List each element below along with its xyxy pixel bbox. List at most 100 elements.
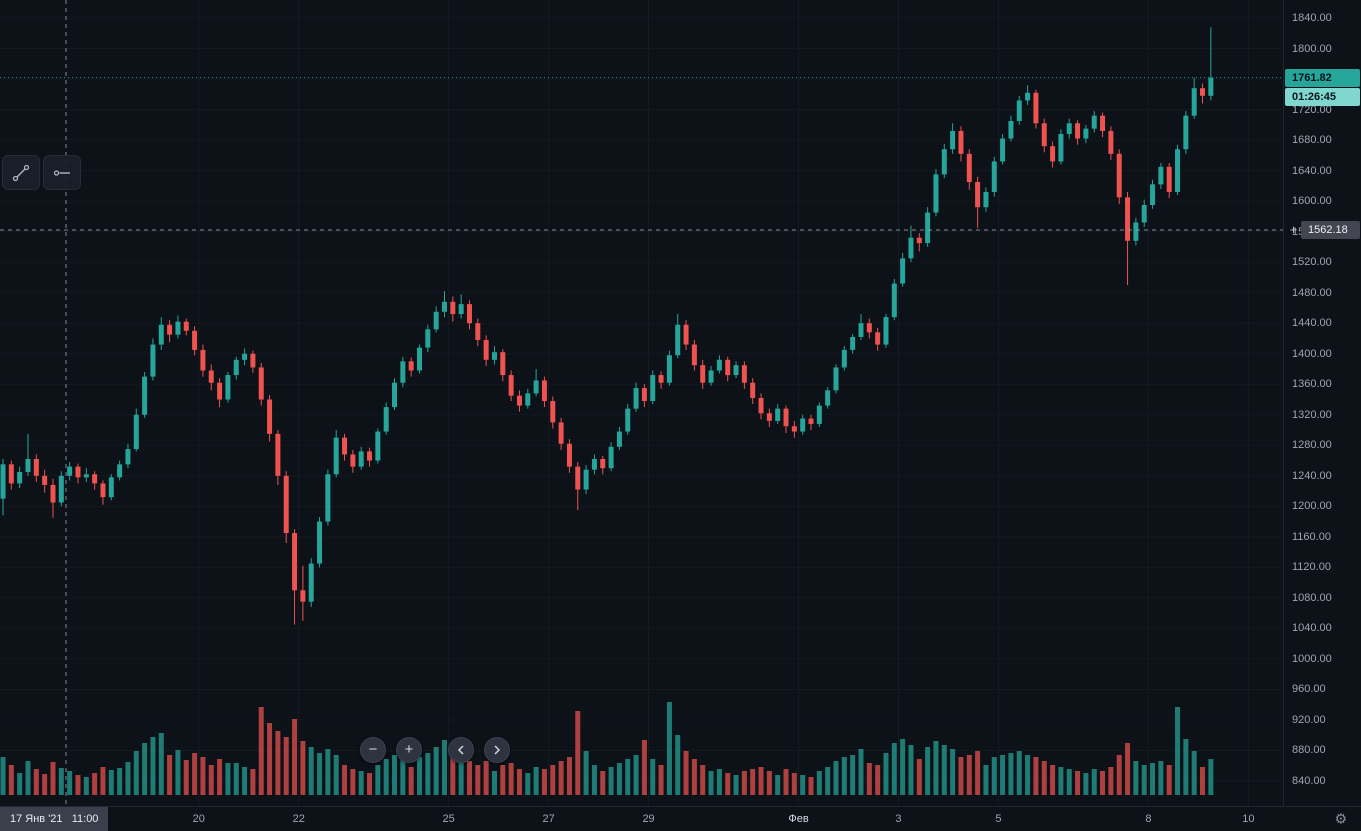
volume-bar [1008, 753, 1014, 795]
volume-bar [475, 765, 481, 795]
pan-right-button[interactable] [484, 737, 510, 763]
time-axis-label: Фев [788, 813, 809, 825]
candle-body-up [0, 464, 6, 499]
candle-body-down [475, 323, 481, 340]
candle-body-down [200, 349, 206, 371]
candle-body-up [1208, 77, 1214, 96]
volume-bar [58, 768, 64, 795]
axis-settings-gear-icon[interactable]: ⚙ [1334, 810, 1347, 827]
candle-body-up [841, 349, 847, 368]
candle-body-down [258, 367, 264, 400]
candle-body-down [916, 237, 922, 244]
volume-bar [533, 767, 539, 795]
volume-bar [117, 768, 123, 795]
candle-body-down [741, 365, 747, 383]
candle-body-down [450, 301, 456, 315]
volume-bar [750, 769, 756, 795]
time-axis-label: 8 [1145, 813, 1152, 825]
trend-line-tool-button[interactable] [2, 155, 40, 190]
volume-bar [991, 757, 997, 795]
candle-body-down [516, 395, 522, 406]
candle-body-up [533, 380, 539, 394]
horizontal-ray-tool-button[interactable] [43, 155, 81, 190]
volume-bar [650, 759, 656, 795]
add-order-plus-button[interactable]: + [1289, 221, 1298, 237]
candle-body-up [616, 431, 622, 447]
volume-bar [1000, 755, 1006, 795]
volume-bar [1183, 739, 1189, 795]
candle-body-down [750, 382, 756, 398]
time-axis-label: 22 [292, 813, 305, 825]
volume-bar [1116, 755, 1122, 795]
volume-bar [691, 759, 697, 795]
candle-body-down [1116, 153, 1122, 198]
candle-body-up [908, 237, 914, 259]
price-axis-label: 1320.00 [1292, 408, 1332, 421]
price-axis-label: 1480.00 [1292, 286, 1332, 299]
chevron-left-icon [457, 745, 464, 755]
time-axis[interactable]: 17 Янв '21 11:00 ⚙ 20 22 25 27 29 Фев 3 5 8 10 [0, 806, 1361, 831]
volume-bar [708, 771, 714, 795]
volume-bar [1200, 767, 1206, 795]
volume-bar [33, 769, 39, 795]
candle-body-down [192, 330, 198, 350]
volume-bar [1166, 765, 1172, 795]
candle-body-down [683, 324, 689, 345]
volume-bar [100, 767, 106, 795]
candle-body-up [625, 408, 631, 432]
candle-body-down [1125, 197, 1131, 241]
candle-body-down [283, 475, 289, 534]
volume-bar [758, 767, 764, 795]
candle-body-up [417, 347, 422, 371]
candle-body-up [58, 475, 64, 503]
volume-bar [700, 765, 706, 795]
volume-bar [500, 765, 506, 795]
candle-body-up [392, 382, 398, 408]
volume-bar [67, 771, 73, 795]
time-axis-label: 5 [995, 813, 1002, 825]
chart-pane[interactable]: − + [0, 0, 1283, 806]
volume-bar [175, 750, 181, 795]
volume-bar [1075, 771, 1081, 795]
candle-body-up [175, 321, 181, 335]
candle-body-down [1108, 130, 1114, 154]
volume-bar [816, 771, 822, 795]
volume-bar [392, 755, 398, 795]
candle-body-up [25, 459, 31, 472]
candle-body-down [758, 397, 764, 414]
volume-bar [875, 765, 881, 795]
time-axis-label: 10 [1242, 813, 1255, 825]
candle-body-down [92, 474, 98, 484]
zoom-out-button[interactable]: − [360, 737, 386, 763]
crosshair-price-tag: 1562.18 [1301, 220, 1360, 239]
volume-bar [400, 751, 406, 795]
candle-body-down [217, 382, 223, 400]
volume-bar [1091, 769, 1097, 795]
volume-bar [591, 765, 597, 795]
volume-bar [775, 775, 781, 795]
price-axis-label: 880.00 [1292, 744, 1326, 757]
candle-body-down [466, 304, 472, 324]
candle-body-down [958, 130, 964, 154]
candle-body-down [50, 484, 56, 503]
volume-bar [0, 757, 6, 795]
price-axis[interactable]: 1761.82 01:26:45 + 1562.18 1840.00 1800.0… [1283, 0, 1361, 806]
candle-body-down [808, 418, 814, 424]
volume-bar [1025, 755, 1031, 795]
pan-left-button[interactable] [448, 737, 474, 763]
candle-body-up [633, 388, 639, 409]
candle-body-down [1075, 123, 1081, 139]
candle-body-up [491, 352, 497, 360]
candle-body-up [775, 408, 781, 421]
volume-bar [541, 769, 547, 795]
volume-bar [92, 773, 98, 795]
zoom-in-button[interactable]: + [396, 737, 422, 763]
candle-body-up [708, 370, 714, 383]
candle-body-up [1025, 92, 1031, 101]
candle-body-down [508, 375, 514, 396]
volume-bar [1050, 765, 1056, 795]
volume-bar [50, 762, 56, 795]
candle-body-up [1175, 149, 1181, 192]
candle-body-up [325, 474, 331, 522]
volume-bar [833, 761, 839, 795]
